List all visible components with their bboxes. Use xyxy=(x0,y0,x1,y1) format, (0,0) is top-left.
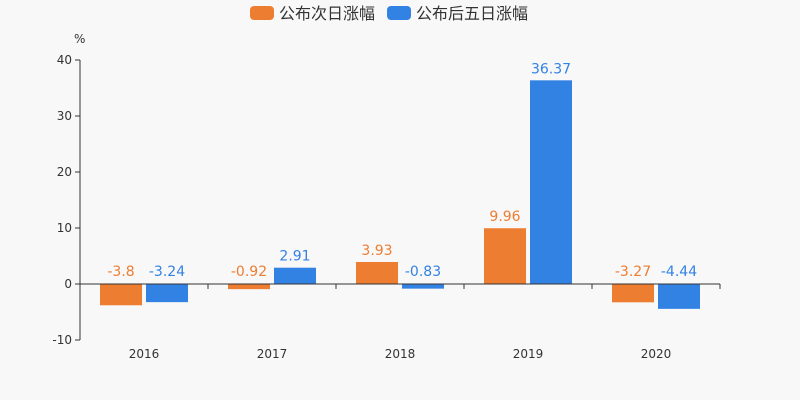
bar-2018-series-1 xyxy=(402,284,444,289)
legend-label: 公布次日涨幅 xyxy=(279,4,375,23)
data-label: -3.24 xyxy=(149,264,185,280)
legend-label: 公布后五日涨幅 xyxy=(416,4,528,23)
y-axis-ticks: -10 0 10 20 30 40 xyxy=(52,53,80,347)
data-label: 3.93 xyxy=(361,243,392,259)
legend-swatch xyxy=(250,6,274,20)
y-tick-label: 0 xyxy=(64,277,72,291)
y-tick-label: 20 xyxy=(57,165,72,179)
x-tick-label: 2017 xyxy=(257,347,288,361)
bar-2017-series-0 xyxy=(228,284,270,290)
y-tick-label: -10 xyxy=(52,333,72,347)
bar-2016-series-0 xyxy=(100,284,142,306)
bar-2018-series-0 xyxy=(356,261,398,284)
legend: 公布次日涨幅 公布后五日涨幅 xyxy=(250,4,528,23)
legend-swatch xyxy=(387,6,412,20)
bar-2017-series-1 xyxy=(274,267,316,284)
data-label: 9.96 xyxy=(489,209,520,225)
y-tick-label: 40 xyxy=(57,53,72,67)
x-tick-label: 2020 xyxy=(641,347,672,361)
y-tick-label: 30 xyxy=(57,109,72,123)
bar-2020-series-0 xyxy=(612,284,654,303)
bar-2020-series-1 xyxy=(658,284,700,309)
bar-2016-series-1 xyxy=(146,284,188,303)
bar-2019-series-0 xyxy=(484,228,526,284)
data-label: -0.83 xyxy=(405,264,441,280)
data-label: -3.27 xyxy=(615,264,651,280)
x-axis-ticks: 2016 2017 2018 2019 2020 xyxy=(79,284,721,361)
data-label: -0.92 xyxy=(231,264,267,280)
data-label: -3.8 xyxy=(107,264,134,280)
data-label: 36.37 xyxy=(531,61,571,77)
data-label: 2.91 xyxy=(279,249,310,265)
data-labels: -3.8 -3.24 -0.92 2.91 3.93 -0.83 9.96 36.37 -3.2… xyxy=(107,61,697,280)
bars xyxy=(100,80,700,309)
bar-2019-series-1 xyxy=(530,80,572,284)
x-tick-label: 2016 xyxy=(129,347,160,361)
x-tick-label: 2018 xyxy=(385,347,416,361)
x-tick-label: 2019 xyxy=(513,347,544,361)
data-label: -4.44 xyxy=(661,264,697,280)
y-unit-label: % xyxy=(74,32,85,46)
y-tick-label: 10 xyxy=(57,221,72,235)
